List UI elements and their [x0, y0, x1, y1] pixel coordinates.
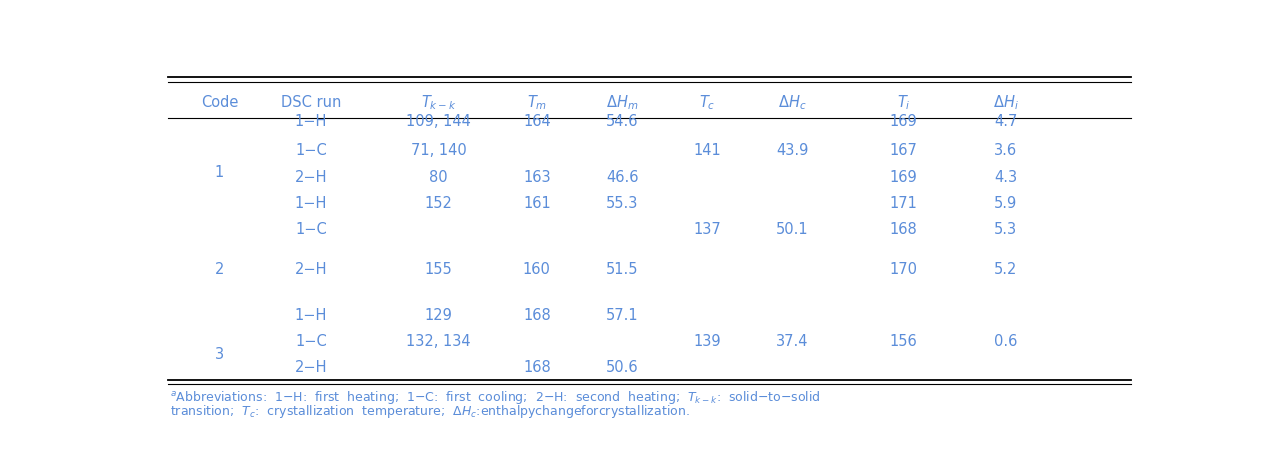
Text: DSC run: DSC run	[280, 95, 341, 110]
Text: $\Delta H_{c}$: $\Delta H_{c}$	[779, 93, 806, 112]
Text: 4.7: 4.7	[994, 114, 1017, 129]
Text: 1: 1	[214, 164, 224, 180]
Text: $\Delta H_{m}$: $\Delta H_{m}$	[606, 93, 639, 112]
Text: 2: 2	[214, 262, 224, 277]
Text: 0.6: 0.6	[994, 334, 1017, 349]
Text: 4.3: 4.3	[994, 170, 1017, 185]
Text: 71, 140: 71, 140	[411, 143, 467, 158]
Text: 3.6: 3.6	[994, 143, 1017, 158]
Text: 109, 144: 109, 144	[406, 114, 470, 129]
Text: 2−H: 2−H	[294, 170, 327, 185]
Text: 163: 163	[522, 170, 550, 185]
Text: 1−H: 1−H	[294, 114, 327, 129]
Text: 168: 168	[522, 360, 550, 375]
Text: $^{a}$Abbreviations:  1$-$H:  first  heating;  1$-$C:  first  cooling;  2$-$H:  : $^{a}$Abbreviations: 1$-$H: first heatin…	[170, 389, 822, 406]
Text: 80: 80	[430, 170, 448, 185]
Text: 132, 134: 132, 134	[406, 334, 470, 349]
Text: 169: 169	[890, 170, 917, 185]
Text: 171: 171	[889, 196, 917, 211]
Text: 2−H: 2−H	[294, 262, 327, 277]
Text: 141: 141	[694, 143, 720, 158]
Text: 1−C: 1−C	[295, 222, 327, 237]
Text: 54.6: 54.6	[606, 114, 639, 129]
Text: 1−C: 1−C	[295, 143, 327, 158]
Text: 139: 139	[694, 334, 720, 349]
Text: 170: 170	[889, 262, 917, 277]
Text: $\Delta H_{i}$: $\Delta H_{i}$	[993, 93, 1018, 112]
Text: Code: Code	[200, 95, 238, 110]
Text: 37.4: 37.4	[776, 334, 809, 349]
Text: 168: 168	[890, 222, 917, 237]
Text: 161: 161	[522, 196, 550, 211]
Text: 129: 129	[425, 308, 453, 323]
Text: 2−H: 2−H	[294, 360, 327, 375]
Text: 164: 164	[522, 114, 550, 129]
Text: 55.3: 55.3	[606, 196, 639, 211]
Text: 46.6: 46.6	[606, 170, 639, 185]
Text: $T_{m}$: $T_{m}$	[526, 93, 547, 112]
Text: $T_{k-k}$: $T_{k-k}$	[421, 93, 456, 112]
Text: 5.3: 5.3	[994, 222, 1017, 237]
Text: 57.1: 57.1	[606, 308, 639, 323]
Text: 3: 3	[214, 347, 224, 362]
Text: 168: 168	[522, 308, 550, 323]
Text: $T_{i}$: $T_{i}$	[896, 93, 910, 112]
Text: 156: 156	[890, 334, 917, 349]
Text: 167: 167	[889, 143, 917, 158]
Text: 1−H: 1−H	[294, 196, 327, 211]
Text: $T_{c}$: $T_{c}$	[699, 93, 715, 112]
Text: 43.9: 43.9	[776, 143, 809, 158]
Text: 169: 169	[890, 114, 917, 129]
Text: 51.5: 51.5	[606, 262, 639, 277]
Text: 1−H: 1−H	[294, 308, 327, 323]
Text: 5.2: 5.2	[994, 262, 1017, 277]
Text: 155: 155	[425, 262, 453, 277]
Text: transition;  $T_{c}$:  crystallization  temperature;  $\Delta H_{c}$:enthalpycha: transition; $T_{c}$: crystallization tem…	[170, 403, 690, 420]
Text: 137: 137	[694, 222, 720, 237]
Text: 152: 152	[425, 196, 453, 211]
Text: 50.6: 50.6	[606, 360, 639, 375]
Text: 5.9: 5.9	[994, 196, 1017, 211]
Text: 50.1: 50.1	[776, 222, 809, 237]
Text: 1−C: 1−C	[295, 334, 327, 349]
Text: 160: 160	[522, 262, 550, 277]
